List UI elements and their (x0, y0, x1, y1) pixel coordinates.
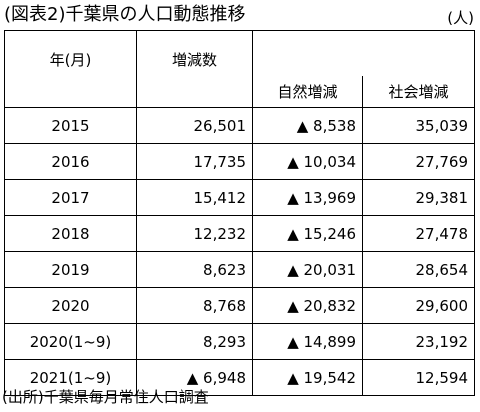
header-change: 増減数 (136, 30, 253, 108)
table-row: 2020(1~9) 8,293 ▲ 14,899 23,192 (4, 323, 475, 360)
cell-year: 2017 (4, 179, 137, 216)
cell-year: 2016 (4, 143, 137, 180)
header-breakdown-spacer (252, 29, 475, 76)
cell-natural: ▲ 15,246 (252, 215, 363, 252)
unit-label: (人) (447, 9, 474, 27)
cell-natural: ▲ 8,538 (252, 107, 363, 144)
cell-social: 28,654 (362, 251, 475, 288)
table-row: 2018 12,232 ▲ 15,246 27,478 (4, 215, 475, 252)
source-note: (出所)千葉県毎月常住人口調査 (2, 388, 209, 406)
cell-change: 8,623 (136, 251, 253, 288)
table-row: 2015 26,501 ▲ 8,538 35,039 (4, 107, 475, 144)
table-row: 2016 17,735 ▲ 10,034 27,769 (4, 143, 475, 180)
table-body: 2015 26,501 ▲ 8,538 35,039 2016 17,735 ▲ 10,03… (4, 107, 475, 396)
cell-change: 12,232 (136, 215, 253, 252)
cell-year: 2021(1~9) (4, 359, 137, 396)
table-row: 2021(1~9) ▲ 6,948 ▲ 19,542 12,594 (4, 359, 475, 396)
cell-natural: ▲ 13,969 (252, 179, 363, 216)
header-year: 年(月) (4, 30, 137, 108)
cell-change: 17,735 (136, 143, 253, 180)
cell-change: 15,412 (136, 179, 253, 216)
cell-social: 23,192 (362, 323, 475, 360)
cell-natural: ▲ 14,899 (252, 323, 363, 360)
population-table: 年(月) 増減数 自然増減 社会増減 2015 26,501 ▲ 8,538 35,0… (4, 29, 475, 396)
cell-social: 27,769 (362, 143, 475, 180)
cell-natural: ▲ 10,034 (252, 143, 363, 180)
cell-natural: ▲ 20,832 (252, 287, 363, 324)
cell-social: 12,594 (362, 359, 475, 396)
cell-natural: ▲ 20,031 (252, 251, 363, 288)
cell-year: 2015 (4, 107, 137, 144)
table-row: 2019 8,623 ▲ 20,031 28,654 (4, 251, 475, 288)
table-row: 2017 15,412 ▲ 13,969 29,381 (4, 179, 475, 216)
cell-social: 27,478 (362, 215, 475, 252)
table-row: 2020 8,768 ▲ 20,832 29,600 (4, 287, 475, 324)
cell-change: 8,768 (136, 287, 253, 324)
cell-change: 26,501 (136, 107, 253, 144)
header-natural: 自然増減 (252, 75, 363, 108)
header-social: 社会増減 (362, 75, 475, 108)
cell-year: 2020(1~9) (4, 323, 137, 360)
cell-year: 2020 (4, 287, 137, 324)
cell-social: 35,039 (362, 107, 475, 144)
cell-social: 29,600 (362, 287, 475, 324)
cell-year: 2018 (4, 215, 137, 252)
cell-social: 29,381 (362, 179, 475, 216)
table-title: (図表2)千葉県の人口動態推移 (4, 4, 246, 25)
cell-year: 2019 (4, 251, 137, 288)
cell-natural: ▲ 19,542 (252, 359, 363, 396)
cell-change: 8,293 (136, 323, 253, 360)
cell-change: ▲ 6,948 (136, 359, 253, 396)
